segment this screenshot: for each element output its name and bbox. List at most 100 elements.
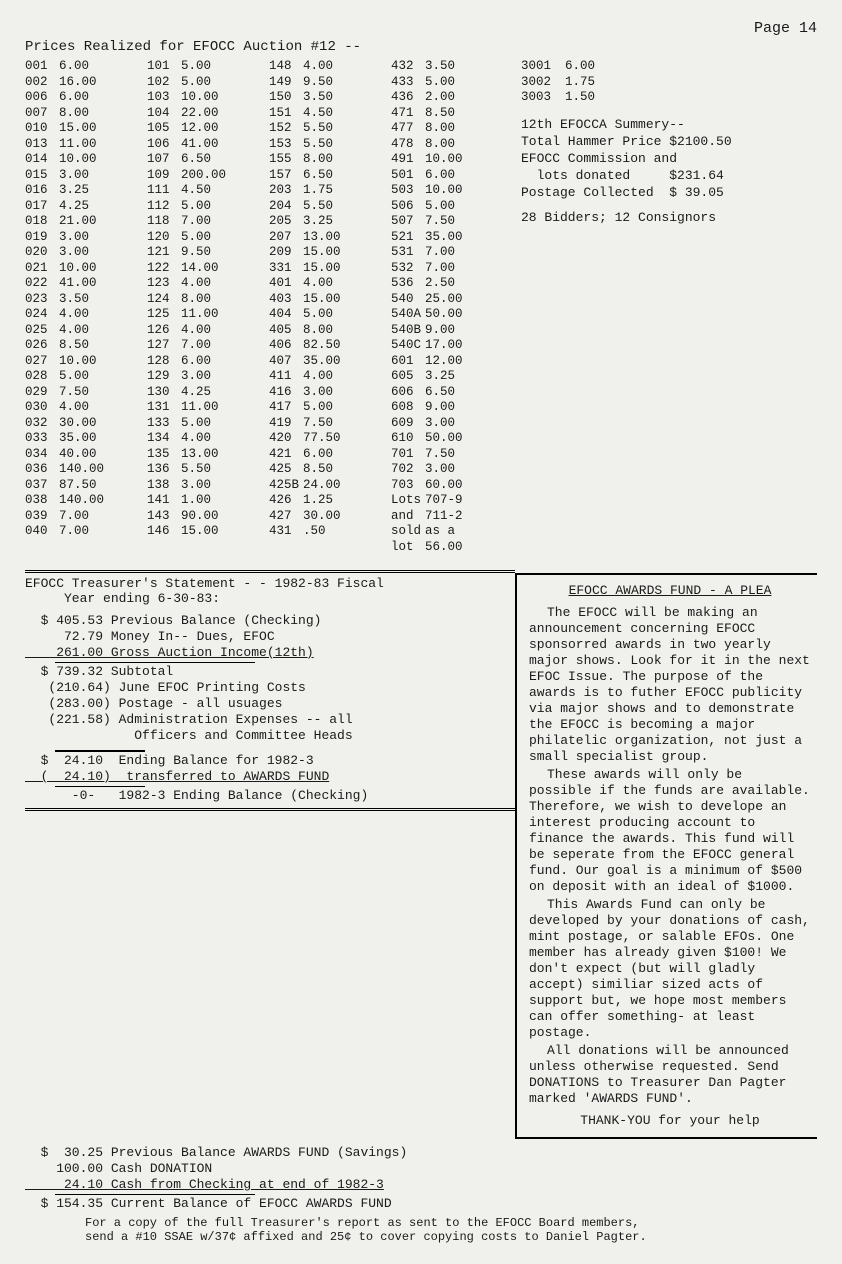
divider bbox=[25, 808, 515, 811]
prices-grid: 0016.0000216.000066.000078.0001015.00013… bbox=[25, 59, 511, 555]
price-row: 2053.25 bbox=[269, 214, 389, 230]
price-row: 4045.00 bbox=[269, 307, 389, 323]
price-row: 1286.00 bbox=[147, 354, 267, 370]
price-row: 0066.00 bbox=[25, 90, 145, 106]
price-row: 4362.00 bbox=[391, 90, 511, 106]
price-row: 4058.00 bbox=[269, 323, 389, 339]
price-row: 20915.00 bbox=[269, 245, 389, 261]
price-row: 4335.00 bbox=[391, 75, 511, 91]
summary-line: 12th EFOCCA Summery-- bbox=[521, 116, 817, 133]
summary-line: Postage Collected $ 39.05 bbox=[521, 184, 817, 201]
price-row: sold as a bbox=[391, 524, 511, 540]
price-row: 30016.00 bbox=[521, 59, 817, 75]
footnote: For a copy of the full Treasurer's repor… bbox=[25, 1216, 817, 1244]
price-row: 01821.00 bbox=[25, 214, 145, 230]
price-row: 4216.00 bbox=[269, 447, 389, 463]
price-row: 01311.00 bbox=[25, 137, 145, 153]
treasurer-header: EFOCC Treasurer's Statement - - 1982-83 … bbox=[25, 576, 515, 591]
price-row: 03230.00 bbox=[25, 416, 145, 432]
plea-paragraph: All donations will be announced unless o… bbox=[529, 1043, 811, 1107]
price-row: 1304.25 bbox=[147, 385, 267, 401]
price-row: 1499.50 bbox=[269, 75, 389, 91]
price-row: 03335.00 bbox=[25, 431, 145, 447]
divider bbox=[55, 750, 145, 752]
stmt-line: Officers and Committee Heads bbox=[25, 728, 515, 744]
price-column: 1484.001499.501503.501514.501525.501535.… bbox=[269, 59, 389, 555]
price-row: 1503.50 bbox=[269, 90, 389, 106]
price-row: 425B24.00 bbox=[269, 478, 389, 494]
price-row: 6053.25 bbox=[391, 369, 511, 385]
stmt-line: (221.58) Administration Expenses -- all bbox=[25, 712, 515, 728]
price-row: 5317.00 bbox=[391, 245, 511, 261]
divider bbox=[55, 662, 255, 663]
treasurer-statement: EFOCC Treasurer's Statement - - 1982-83 … bbox=[25, 561, 515, 1139]
price-row: 0285.00 bbox=[25, 369, 145, 385]
price-row: 03440.00 bbox=[25, 447, 145, 463]
divider bbox=[25, 570, 515, 573]
summary-line: Total Hammer Price $2100.50 bbox=[521, 133, 817, 150]
price-row: 1525.50 bbox=[269, 121, 389, 137]
right-prices: 30016.0030021.7530031.50 bbox=[521, 59, 817, 106]
price-row: 42730.00 bbox=[269, 509, 389, 525]
price-row: 01410.00 bbox=[25, 152, 145, 168]
divider bbox=[55, 1194, 255, 1195]
price-row: 1264.00 bbox=[147, 323, 267, 339]
price-column: 1015.001025.0010310.0010422.0010512.0010… bbox=[147, 59, 267, 555]
price-row: 4197.50 bbox=[269, 416, 389, 432]
price-row: 49110.00 bbox=[391, 152, 511, 168]
summary-line: lots donated $231.64 bbox=[521, 167, 817, 184]
price-row: 431.50 bbox=[269, 524, 389, 540]
price-row: 30021.75 bbox=[521, 75, 817, 91]
page-number: Page 14 bbox=[25, 20, 817, 37]
stmt-line: $ 739.32 Subtotal bbox=[25, 664, 515, 680]
price-row: 4163.00 bbox=[269, 385, 389, 401]
price-row: 6066.50 bbox=[391, 385, 511, 401]
bottom-section: EFOCC Treasurer's Statement - - 1982-83 … bbox=[25, 561, 817, 1139]
price-row: 5065.00 bbox=[391, 199, 511, 215]
price-row: 12511.00 bbox=[147, 307, 267, 323]
plea-thanks: THANK-YOU for your help bbox=[529, 1113, 811, 1129]
price-row: 54025.00 bbox=[391, 292, 511, 308]
summary-line: 28 Bidders; 12 Consignors bbox=[521, 209, 817, 226]
price-row: 4323.50 bbox=[391, 59, 511, 75]
price-row: 02710.00 bbox=[25, 354, 145, 370]
price-row: 540C17.00 bbox=[391, 338, 511, 354]
price-row: 0078.00 bbox=[25, 106, 145, 122]
price-row: 0254.00 bbox=[25, 323, 145, 339]
price-row: 0193.00 bbox=[25, 230, 145, 246]
price-row: 540A50.00 bbox=[391, 307, 511, 323]
plea-title: EFOCC AWARDS FUND - A PLEA bbox=[529, 583, 811, 599]
price-row: 10512.00 bbox=[147, 121, 267, 137]
price-column: 4323.504335.004362.004718.504778.004788.… bbox=[391, 59, 511, 555]
auction-summary: 12th EFOCCA Summery-- Total Hammer Price… bbox=[521, 116, 817, 226]
right-top-column: 30016.0030021.7530031.50 12th EFOCCA Sum… bbox=[511, 59, 817, 555]
price-row: 50310.00 bbox=[391, 183, 511, 199]
stmt-line: (210.64) June EFOC Printing Costs bbox=[25, 680, 515, 696]
auction-title: Prices Realized for EFOCC Auction #12 -- bbox=[25, 39, 817, 55]
price-row: 14390.00 bbox=[147, 509, 267, 525]
price-row: 30031.50 bbox=[521, 90, 817, 106]
price-row: 1514.50 bbox=[269, 106, 389, 122]
price-row: 14615.00 bbox=[147, 524, 267, 540]
price-row: 1411.00 bbox=[147, 493, 267, 509]
footnote-line: For a copy of the full Treasurer's repor… bbox=[85, 1216, 817, 1230]
price-row: 1187.00 bbox=[147, 214, 267, 230]
price-row: 109200.00 bbox=[147, 168, 267, 184]
price-row: Lots707-9 bbox=[391, 493, 511, 509]
price-row: 61050.00 bbox=[391, 431, 511, 447]
price-row: 1535.50 bbox=[269, 137, 389, 153]
price-row: 13111.00 bbox=[147, 400, 267, 416]
summary-line: EFOCC Commission and bbox=[521, 150, 817, 167]
price-row: 7017.50 bbox=[391, 447, 511, 463]
price-row: 1234.00 bbox=[147, 276, 267, 292]
price-row: 0407.00 bbox=[25, 524, 145, 540]
stmt-line: 261.00 Gross Auction Income(12th) bbox=[25, 645, 515, 661]
price-row: lot 56.00 bbox=[391, 540, 511, 556]
footnote-line: send a #10 SSAE w/37¢ affixed and 25¢ to… bbox=[85, 1230, 817, 1244]
price-row: 540B9.00 bbox=[391, 323, 511, 339]
price-row: 5362.50 bbox=[391, 276, 511, 292]
stmt-line: 100.00 Cash DONATION bbox=[25, 1161, 817, 1177]
price-row: 1576.50 bbox=[269, 168, 389, 184]
plea-paragraph: These awards will only be possible if th… bbox=[529, 767, 811, 895]
price-row: 1015.00 bbox=[147, 59, 267, 75]
